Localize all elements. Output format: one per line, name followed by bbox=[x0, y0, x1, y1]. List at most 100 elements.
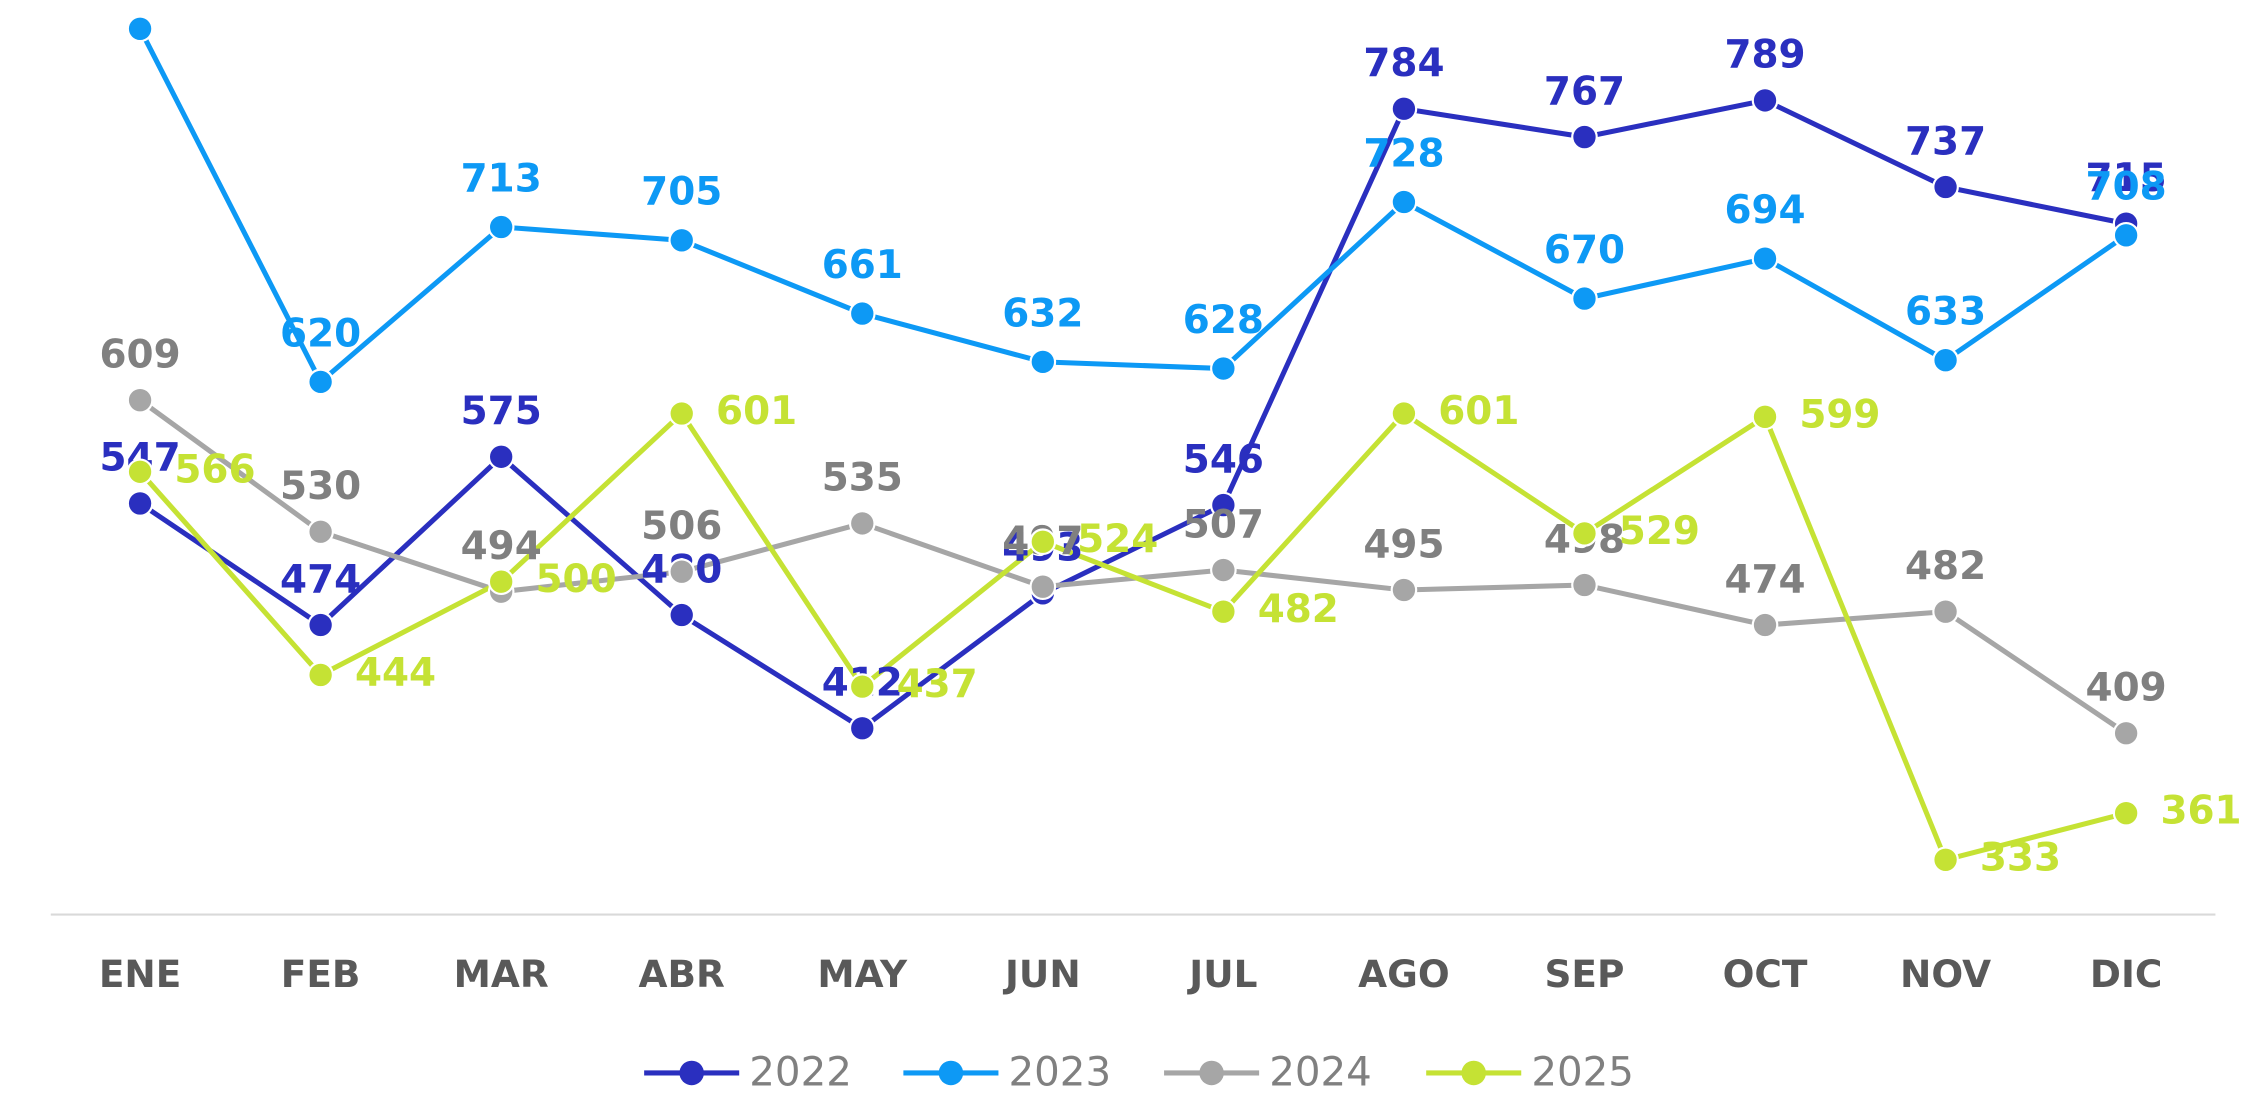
x-tick-label: MAR bbox=[454, 952, 549, 996]
point bbox=[126, 458, 154, 486]
data-label: 494 bbox=[461, 524, 542, 569]
data-label: 506 bbox=[641, 504, 722, 549]
point bbox=[1932, 173, 1959, 201]
data-label: 601 bbox=[1438, 389, 1519, 434]
point bbox=[1571, 520, 1598, 547]
point bbox=[1751, 87, 1779, 114]
x-tick-label: AGO bbox=[1358, 952, 1450, 996]
point bbox=[2112, 719, 2140, 747]
point bbox=[1390, 576, 1418, 604]
point bbox=[1932, 846, 1959, 874]
legend-marker bbox=[1199, 1060, 1224, 1086]
data-label: 530 bbox=[280, 464, 361, 509]
point bbox=[1210, 355, 1237, 382]
point bbox=[1932, 346, 1959, 374]
x-tick-label: DIC bbox=[2090, 952, 2162, 996]
point bbox=[307, 518, 334, 546]
data-label: 713 bbox=[461, 156, 542, 201]
point bbox=[1210, 556, 1237, 584]
data-label: 529 bbox=[1619, 509, 1700, 554]
point bbox=[126, 15, 154, 43]
data-label: 575 bbox=[461, 389, 542, 434]
point bbox=[1390, 95, 1418, 123]
data-label: 694 bbox=[1724, 188, 1805, 233]
data-label: 535 bbox=[822, 456, 903, 501]
point bbox=[668, 226, 696, 254]
data-label: 620 bbox=[280, 311, 361, 356]
point bbox=[307, 368, 334, 396]
data-label: 333 bbox=[1980, 835, 2061, 880]
point bbox=[668, 400, 696, 427]
legend-label: 2025 bbox=[1531, 1048, 1634, 1095]
data-label: 474 bbox=[280, 557, 361, 602]
data-label: 705 bbox=[641, 170, 722, 215]
data-label: 437 bbox=[897, 662, 978, 707]
point bbox=[487, 213, 515, 241]
data-label: 609 bbox=[99, 332, 180, 377]
data-label: 546 bbox=[1183, 437, 1264, 482]
data-label: 566 bbox=[174, 447, 255, 492]
point bbox=[1029, 573, 1057, 601]
data-label: 632 bbox=[1002, 291, 1083, 336]
legend-label: 2022 bbox=[749, 1048, 852, 1095]
point bbox=[1751, 611, 1779, 639]
data-label: 715 bbox=[2086, 156, 2167, 201]
data-label: 601 bbox=[716, 389, 797, 434]
data-label: 507 bbox=[1183, 502, 1264, 547]
data-label: 708 bbox=[2086, 165, 2167, 210]
point bbox=[848, 673, 876, 700]
data-label: 737 bbox=[1905, 119, 1986, 164]
series-line bbox=[138, 97, 2127, 732]
point bbox=[1029, 528, 1057, 556]
data-label: 628 bbox=[1183, 298, 1264, 343]
x-tick-label: SEP bbox=[1544, 952, 1624, 996]
point bbox=[487, 443, 515, 471]
point bbox=[1029, 348, 1057, 376]
x-tick-label: JUN bbox=[1002, 952, 1081, 996]
data-label: 444 bbox=[355, 650, 436, 695]
point bbox=[1210, 491, 1237, 519]
data-label: 409 bbox=[2086, 666, 2167, 711]
point bbox=[487, 568, 515, 596]
point bbox=[307, 661, 334, 689]
data-label: 784 bbox=[1363, 41, 1444, 86]
data-label: 832 bbox=[99, 0, 180, 3]
point bbox=[1571, 285, 1598, 312]
data-label: 670 bbox=[1544, 228, 1625, 273]
point bbox=[848, 510, 876, 537]
legend-marker bbox=[938, 1060, 964, 1086]
point bbox=[668, 558, 696, 586]
x-tick-label: JUL bbox=[1186, 952, 1257, 996]
point bbox=[2112, 799, 2140, 827]
point bbox=[2112, 221, 2140, 249]
x-tick-label: NOV bbox=[1900, 952, 1991, 996]
point bbox=[848, 300, 876, 327]
point bbox=[1751, 245, 1779, 272]
data-label: 767 bbox=[1544, 69, 1625, 114]
legend-marker bbox=[1461, 1060, 1486, 1086]
x-tick-label: ABR bbox=[639, 952, 726, 996]
point bbox=[307, 611, 334, 639]
data-label: 661 bbox=[822, 243, 903, 288]
point bbox=[1390, 188, 1418, 216]
data-label: 482 bbox=[1905, 544, 1986, 589]
x-tick-label: ENE bbox=[99, 952, 181, 996]
legend-label: 2024 bbox=[1269, 1048, 1372, 1095]
point bbox=[126, 386, 154, 414]
x-tick-label: OCT bbox=[1723, 952, 1808, 996]
point bbox=[1751, 403, 1779, 431]
data-label: 633 bbox=[1905, 290, 1986, 335]
data-label: 789 bbox=[1724, 33, 1805, 78]
data-label: 728 bbox=[1363, 131, 1444, 176]
legend-label: 2023 bbox=[1009, 1048, 1112, 1095]
data-label: 500 bbox=[535, 557, 616, 602]
series-line bbox=[138, 409, 2127, 863]
data-label: 482 bbox=[1258, 587, 1339, 632]
point bbox=[1571, 123, 1598, 151]
data-label: 524 bbox=[1077, 517, 1158, 562]
point bbox=[126, 490, 154, 517]
point bbox=[1932, 598, 1959, 625]
point bbox=[1571, 571, 1598, 599]
point bbox=[668, 601, 696, 629]
